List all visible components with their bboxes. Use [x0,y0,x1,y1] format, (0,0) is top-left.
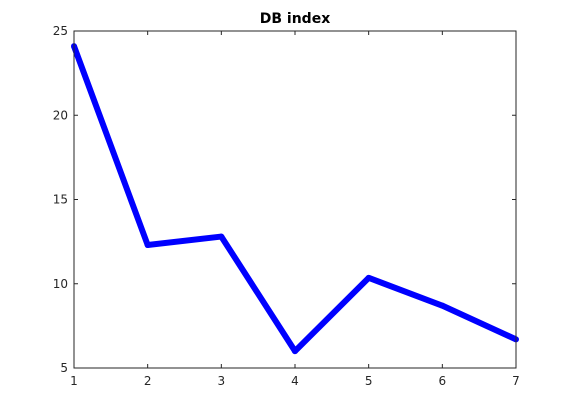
x-tick-label: 1 [70,374,78,388]
data-point [439,302,446,309]
x-tick-label: 3 [218,374,226,388]
plot-area [74,31,516,368]
y-tick-label: 25 [53,24,68,38]
x-tick-label: 2 [144,374,152,388]
x-tick-label: 4 [291,374,299,388]
y-tick-label: 10 [53,277,68,291]
y-tick-label: 20 [53,108,68,122]
x-tick-label: 6 [439,374,447,388]
data-point [218,233,225,240]
x-tick-label: 5 [365,374,373,388]
x-tick-label: 7 [512,374,520,388]
data-point [365,274,372,281]
chart-title: DB index [260,11,330,27]
y-tick-label: 15 [53,193,68,207]
data-point [292,348,298,355]
axes-box [73,30,517,369]
data-point [144,241,151,248]
y-tick-label: 5 [60,361,68,375]
